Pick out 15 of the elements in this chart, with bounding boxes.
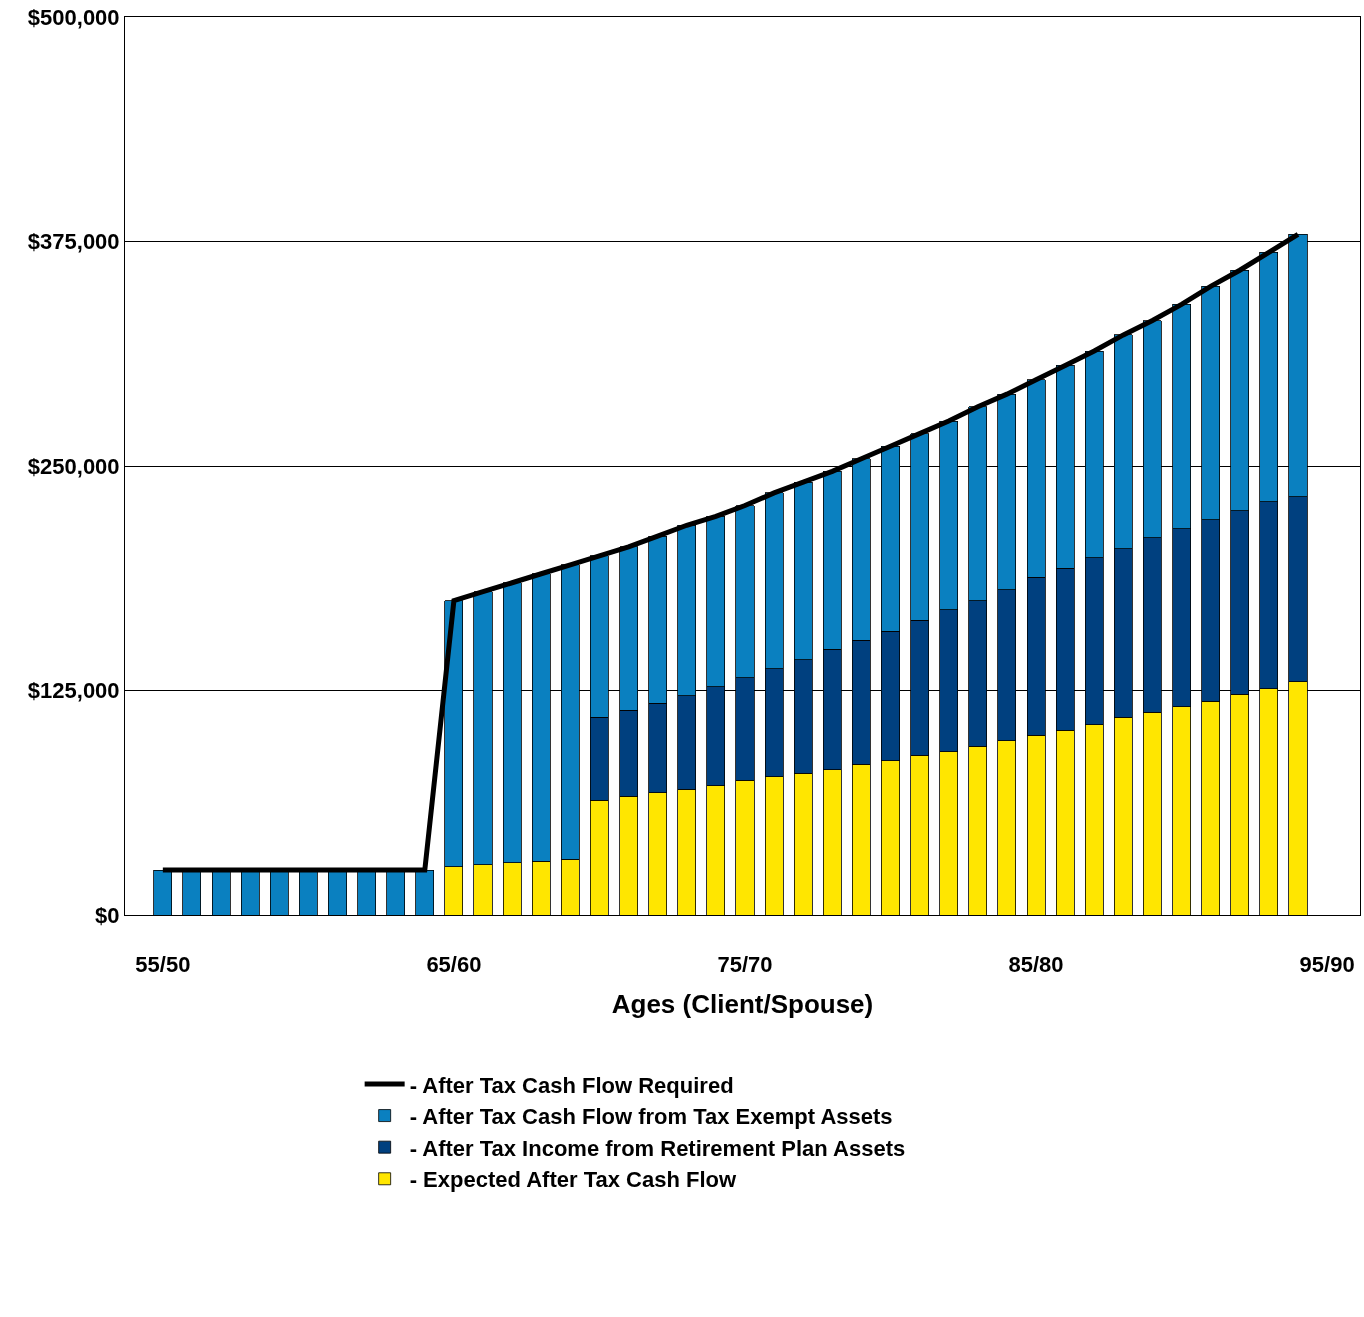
legend-label: - Expected After Tax Cash Flow — [409, 1167, 737, 1193]
y-tick-label: $500,000 — [27, 4, 120, 30]
legend-label: - After Tax Income from Retirement Plan Assets — [409, 1135, 906, 1161]
y-tick-label: $375,000 — [27, 229, 120, 255]
x-tick-label: 95/90 — [1299, 952, 1355, 978]
y-tick-label: $125,000 — [27, 678, 120, 704]
x-tick-label: 75/70 — [717, 952, 773, 978]
y-tick-label: $250,000 — [27, 453, 120, 479]
x-tick-label: 55/50 — [135, 952, 191, 978]
x-axis-title: Ages (Client/Spouse) — [611, 989, 874, 1020]
y-tick-label: $0 — [95, 902, 120, 928]
x-tick-label: 65/60 — [426, 952, 482, 978]
legend-label: - After Tax Cash Flow from Tax Exempt Assets — [409, 1104, 893, 1130]
legend-label: - After Tax Cash Flow Required — [409, 1072, 734, 1098]
x-tick-label: 85/80 — [1008, 952, 1064, 978]
